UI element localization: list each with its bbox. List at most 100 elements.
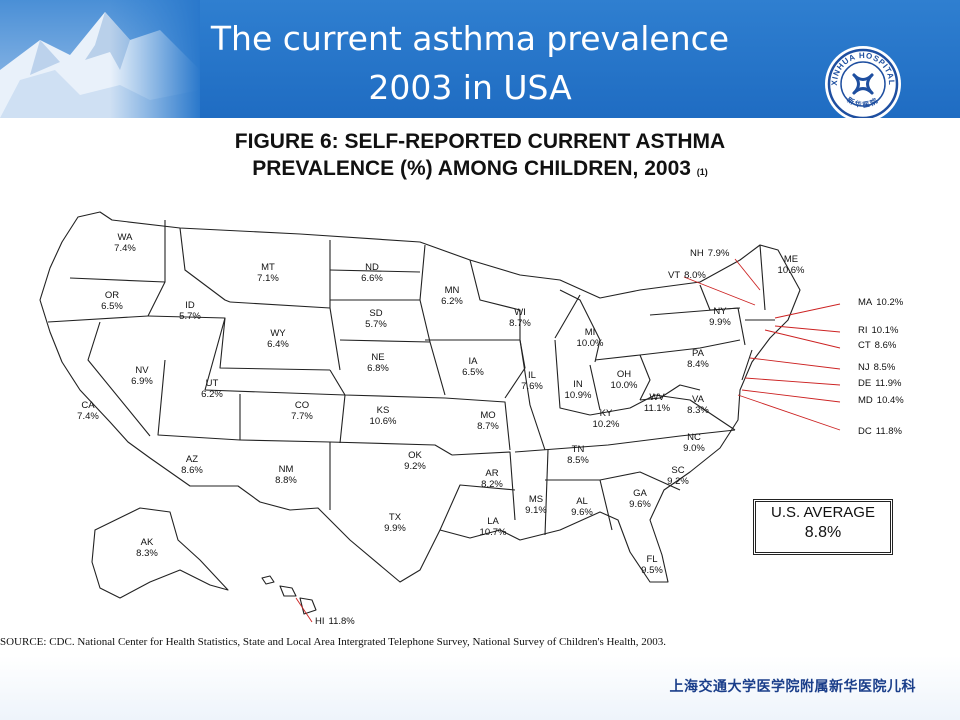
state-label-ga: GA 9.6%: [629, 488, 651, 510]
state-value: 9.9%: [709, 317, 731, 328]
state-value: 8.4%: [687, 359, 709, 370]
state-label-il: IL 7.6%: [521, 370, 543, 392]
state-abbr: AR: [485, 468, 498, 479]
state-abbr: WY: [270, 328, 286, 339]
state-label-ok: OK 9.2%: [404, 450, 426, 472]
state-value: 9.5%: [641, 565, 663, 576]
state-abbr: TN: [572, 444, 585, 455]
state-abbr: WV: [649, 392, 665, 403]
figure-source: SOURCE: CDC. National Center for Health …: [0, 636, 667, 648]
state-label-nd: ND 6.6%: [361, 262, 383, 284]
state-value: 9.6%: [629, 499, 651, 510]
state-value: 10.7%: [480, 527, 507, 538]
alaska-outline: [91, 507, 229, 599]
state-label-hi: HI 11.8%: [315, 616, 355, 627]
state-label-ks: KS 10.6%: [370, 405, 397, 427]
state-abbr: NY: [713, 306, 727, 317]
state-abbr: IL: [528, 370, 536, 381]
state-abbr: UT: [206, 378, 219, 389]
state-value: 10.9%: [565, 390, 592, 401]
state-abbr: DC: [858, 426, 872, 437]
state-label-mn: MN 6.2%: [441, 285, 463, 307]
state-value: 7.6%: [521, 381, 543, 392]
state-value: 6.2%: [441, 296, 463, 307]
state-value: 6.5%: [101, 301, 123, 312]
logo-emblem: [852, 73, 874, 95]
state-label-va: VA 8.3%: [687, 394, 709, 416]
state-value: 10.1%: [872, 325, 899, 336]
state-value: 8.5%: [874, 362, 896, 373]
state-label-mo: MO 8.7%: [477, 410, 499, 432]
state-abbr: FL: [646, 554, 657, 565]
state-value: 6.8%: [367, 363, 389, 374]
state-value: 5.7%: [365, 319, 387, 330]
state-abbr: IN: [573, 379, 583, 390]
state-label-sc: SC 9.2%: [667, 465, 689, 487]
state-abbr: GA: [633, 488, 647, 499]
state-abbr: ND: [365, 262, 379, 273]
state-label-nv: NV 6.9%: [131, 365, 153, 387]
state-abbr: NE: [371, 352, 384, 363]
state-label-ia: IA 6.5%: [462, 356, 484, 378]
state-label-tx: TX 9.9%: [384, 512, 406, 534]
state-label-wi: WI 8.7%: [509, 307, 531, 329]
state-label-or: OR 6.5%: [101, 290, 123, 312]
state-label-wy: WY 6.4%: [267, 328, 289, 350]
state-label-vt: VT 8.0%: [668, 270, 706, 281]
state-value: 9.9%: [384, 523, 406, 534]
state-label-in: IN 10.9%: [565, 379, 592, 401]
state-abbr: AL: [576, 496, 588, 507]
state-abbr: SD: [369, 308, 382, 319]
state-value: 8.8%: [275, 475, 297, 486]
state-abbr: MT: [261, 262, 275, 273]
state-label-sd: SD 5.7%: [365, 308, 387, 330]
state-abbr: NC: [687, 432, 701, 443]
state-label-mt: MT 7.1%: [257, 262, 279, 284]
us-state-map: WA 7.4%OR 6.5%CA 7.4%ID 5.7%NV 6.9%MT 7.1%WY 6.…: [39, 211, 904, 627]
hospital-logo: XINHUA HOSPITAL 新华医院: [825, 46, 901, 118]
state-value: 8.7%: [477, 421, 499, 432]
figure-title-ref: (1): [696, 167, 708, 177]
state-label-ne: NE 6.8%: [367, 352, 389, 374]
slide-footer: 上海交通大学医学院附属新华医院儿科: [0, 656, 960, 720]
state-abbr: VA: [692, 394, 705, 405]
state-value: 9.0%: [683, 443, 705, 454]
state-value: 6.2%: [201, 389, 223, 400]
state-label-wv: WV 11.1%: [644, 392, 671, 414]
state-label-ma: MA 10.2%: [858, 297, 904, 308]
state-value: 10.2%: [876, 297, 903, 308]
state-label-nh: NH 7.9%: [690, 248, 730, 259]
state-value: 7.1%: [257, 273, 279, 284]
slide-title: The current asthma prevalence 2003 in US…: [150, 14, 790, 112]
state-value: 10.4%: [877, 395, 904, 406]
us-average-label: U.S. AVERAGE: [771, 504, 875, 521]
state-label-al: AL 9.6%: [571, 496, 593, 518]
state-label-pa: PA 8.4%: [687, 348, 709, 370]
state-abbr: TX: [389, 512, 402, 523]
state-abbr: CO: [295, 400, 309, 411]
state-label-co: CO 7.7%: [291, 400, 313, 422]
us-average-value: 8.8%: [804, 524, 842, 541]
state-abbr: DE: [858, 378, 871, 389]
state-value: 9.2%: [667, 476, 689, 487]
state-abbr: CA: [81, 400, 95, 411]
mountain-image: [0, 0, 200, 118]
state-abbr: RI: [858, 325, 868, 336]
state-value: 7.7%: [291, 411, 313, 422]
state-value: 6.9%: [131, 376, 153, 387]
state-abbr: NM: [279, 464, 294, 475]
footer-text: 上海交通大学医学院附属新华医院儿科: [669, 679, 916, 695]
state-value: 6.4%: [267, 339, 289, 350]
state-value: 11.8%: [876, 426, 903, 437]
state-label-fl: FL 9.5%: [641, 554, 663, 576]
state-label-md: MD 10.4%: [858, 395, 904, 406]
state-label-nc: NC 9.0%: [683, 432, 705, 454]
state-label-ny: NY 9.9%: [709, 306, 731, 328]
state-abbr: PA: [692, 348, 705, 359]
state-abbr: AZ: [186, 454, 198, 465]
state-value: 8.7%: [509, 318, 531, 329]
state-label-mi: MI 10.0%: [577, 327, 604, 349]
state-label-nj: NJ 8.5%: [858, 362, 896, 373]
state-abbr: MI: [585, 327, 596, 338]
state-abbr: MD: [858, 395, 873, 406]
